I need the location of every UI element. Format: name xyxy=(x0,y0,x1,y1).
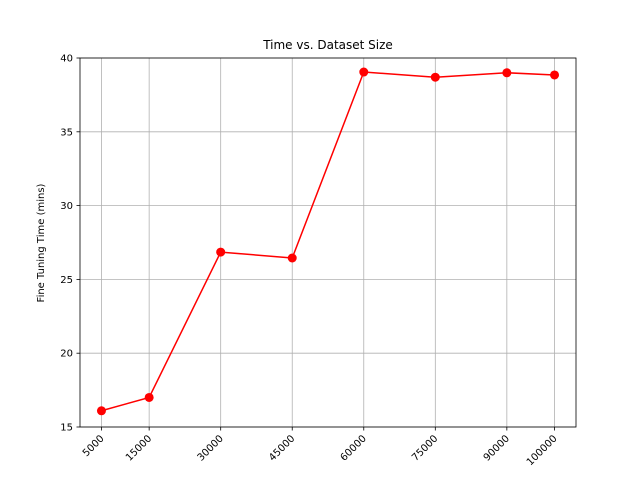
x-tick-label: 100000 xyxy=(525,433,560,468)
data-point-marker xyxy=(502,68,512,78)
data-point-marker xyxy=(550,70,560,80)
y-tick-label: 40 xyxy=(60,54,73,65)
x-tick-label: 30000 xyxy=(196,433,226,463)
x-tick-label: 90000 xyxy=(482,433,512,463)
series-layer xyxy=(96,67,560,416)
data-point-marker xyxy=(96,406,106,416)
x-tick-label: 15000 xyxy=(124,433,154,463)
chart-title: Time vs. Dataset Size xyxy=(262,38,393,52)
series-line xyxy=(100,71,556,412)
y-tick-label: 35 xyxy=(60,127,73,138)
data-point-marker xyxy=(287,253,297,263)
y-tick-label: 20 xyxy=(60,349,73,360)
grid xyxy=(80,57,576,428)
y-tick-label: 30 xyxy=(60,201,73,212)
data-point-marker xyxy=(359,67,369,77)
plot-frame xyxy=(79,57,577,428)
x-tick-label: 45000 xyxy=(267,433,297,463)
data-point-marker xyxy=(430,72,440,82)
data-point-marker xyxy=(216,247,226,257)
y-axis-label: Fine Tuning Time (mins) xyxy=(36,183,47,302)
y-tick-label: 15 xyxy=(60,423,73,434)
y-tick-label: 25 xyxy=(60,275,73,286)
x-tick-label: 60000 xyxy=(339,433,369,463)
x-tick-label: 5000 xyxy=(81,433,107,459)
x-tick-label: 75000 xyxy=(410,433,440,463)
axis-ticks: 15 20 25 30 35 40 5000 15000 30000 45000 60000 7500… xyxy=(60,54,559,469)
data-point-marker xyxy=(144,392,154,402)
